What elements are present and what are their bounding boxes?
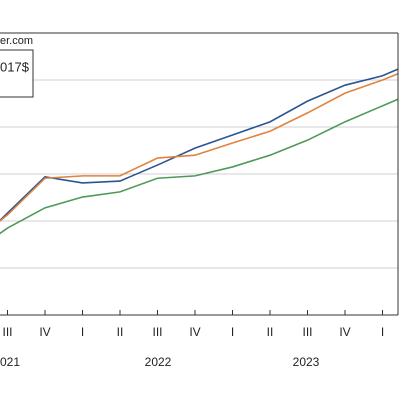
x-tick-label: III <box>152 325 162 339</box>
x-tick-label: II <box>117 325 124 339</box>
x-tick-label: III <box>2 325 12 339</box>
x-tick-label: IV <box>189 325 200 339</box>
year-label: 021 <box>0 355 20 369</box>
x-tick-label: IV <box>39 325 50 339</box>
year-label: 2022 <box>145 355 172 369</box>
x-tick-label: III <box>302 325 312 339</box>
series-line <box>0 72 398 222</box>
year-label: 2023 <box>293 355 320 369</box>
series-line <box>0 98 398 235</box>
plot-lines <box>0 68 398 235</box>
x-tick-label: IV <box>339 325 350 339</box>
x-tick-label: II <box>267 325 274 339</box>
series-line <box>0 68 398 222</box>
x-tick-label: I <box>381 325 384 339</box>
x-tick-label: I <box>81 325 84 339</box>
legend-text: 017$ <box>0 59 30 74</box>
source-note: er.com <box>0 35 33 47</box>
legend-box <box>0 49 34 98</box>
grid <box>0 79 398 269</box>
x-tick-label: I <box>231 325 234 339</box>
